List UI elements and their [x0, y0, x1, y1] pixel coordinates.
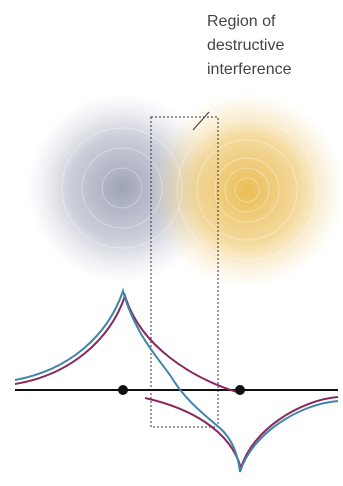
- source-point: [118, 385, 128, 395]
- left-wave-curve: [15, 296, 240, 393]
- annotation-line: interference: [207, 61, 292, 78]
- source-point: [235, 385, 245, 395]
- wave-sources: [27, 92, 343, 288]
- annotation-line: destructive: [207, 37, 284, 54]
- annotation-line: Region of: [207, 13, 276, 30]
- wave-curves: [15, 291, 338, 472]
- diagram: Region of destructive interference: [0, 0, 343, 486]
- sum-wave-curve: [15, 291, 338, 472]
- right-wave: [149, 92, 343, 288]
- annotation: Region of destructive interference: [207, 13, 292, 78]
